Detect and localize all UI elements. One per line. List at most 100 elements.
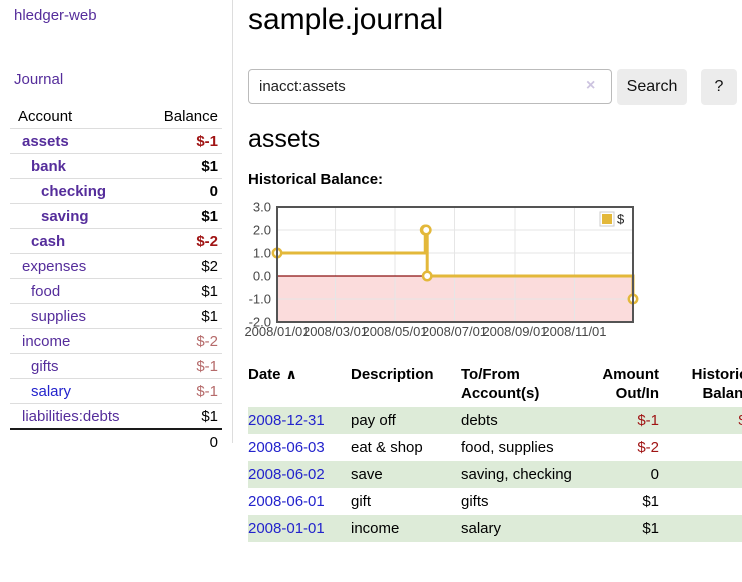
transaction-date-cell: 2008-12-31 <box>248 407 351 434</box>
register-row: 2008-06-03 eat & shopfood, supplies$-20 <box>248 434 742 461</box>
register-row: 2008-12-31pay offdebts$-1$-1 <box>248 407 742 434</box>
account-row: supplies $1 <box>10 303 222 328</box>
register-row: 2008-06-02 savesaving, checking0$2 <box>248 461 742 488</box>
register-header-row: Date∧ Description To/From Account(s) Amo… <box>248 362 742 407</box>
account-balance: $2 <box>201 257 222 276</box>
transaction-balance-cell: $-1 <box>665 407 742 434</box>
transaction-date-cell: 2008-06-02 <box>248 461 351 488</box>
account-row: checking 0 <box>10 178 222 203</box>
search-input[interactable] <box>248 69 612 104</box>
transaction-amount-cell: $-2 <box>579 434 665 461</box>
account-link[interactable]: liabilities:debts <box>10 407 120 426</box>
account-balance: $1 <box>201 407 222 426</box>
page-title: sample.journal <box>248 2 443 38</box>
account-balance: $1 <box>201 282 222 301</box>
account-balance: $-2 <box>196 232 222 251</box>
transaction-date-link[interactable]: 2008-06-02 <box>248 466 325 483</box>
transaction-description-cell: save <box>351 461 461 488</box>
clear-search-icon[interactable]: × <box>586 77 595 95</box>
account-link[interactable]: bank <box>10 157 66 176</box>
transaction-amount-cell: $1 <box>579 488 665 515</box>
svg-text:2008/01/01: 2008/01/01 <box>244 324 309 339</box>
account-balance: $-1 <box>196 382 222 401</box>
transaction-balance-cell: 0 <box>665 434 742 461</box>
account-row: expenses $2 <box>10 253 222 278</box>
sidebar-item-journal[interactable]: Journal <box>14 71 63 88</box>
account-heading: assets <box>248 124 320 154</box>
svg-text:2.0: 2.0 <box>253 223 271 238</box>
accounts-total-row: 0 <box>10 428 222 454</box>
account-row: cash $-2 <box>10 228 222 253</box>
register-row: 2008-01-01incomesalary$1$1 <box>248 515 742 542</box>
transaction-date-cell: 2008-06-03 <box>248 434 351 461</box>
svg-text:0.0: 0.0 <box>253 269 271 284</box>
account-balance: $1 <box>201 157 222 176</box>
register-header-date[interactable]: Date∧ <box>248 362 351 407</box>
account-link[interactable]: supplies <box>10 307 86 326</box>
sidebar: hledger-web Journal Account Balance asse… <box>0 0 233 443</box>
account-link[interactable]: checking <box>10 182 106 201</box>
account-row: assets $-1 <box>10 128 222 153</box>
account-link[interactable]: food <box>10 282 60 301</box>
transaction-date-link[interactable]: 2008-06-01 <box>248 493 325 510</box>
account-link[interactable]: expenses <box>10 257 86 276</box>
transaction-date-link[interactable]: 2008-06-03 <box>248 439 325 456</box>
transaction-balance-cell: $2 <box>665 488 742 515</box>
account-balance: $-1 <box>196 132 222 151</box>
transaction-date-cell: 2008-06-01 <box>248 488 351 515</box>
account-link[interactable]: assets <box>10 132 69 151</box>
account-column-header: Account <box>10 107 72 126</box>
transaction-amount-cell: $-1 <box>579 407 665 434</box>
account-balance: $-1 <box>196 357 222 376</box>
transaction-date-link[interactable]: 2008-12-31 <box>248 412 325 429</box>
search-button[interactable]: Search <box>617 69 687 105</box>
svg-text:3.0: 3.0 <box>253 200 271 215</box>
chart-title: Historical Balance: <box>248 171 383 188</box>
help-button[interactable]: ? <box>701 69 737 105</box>
account-link[interactable]: income <box>10 332 70 351</box>
account-link[interactable]: cash <box>10 232 65 251</box>
account-link[interactable]: saving <box>10 207 89 226</box>
balance-chart: $3.02.01.00.0-1.0-2.02008/01/012008/03/0… <box>240 196 742 346</box>
account-row: bank $1 <box>10 153 222 178</box>
account-row: salary $-1 <box>10 378 222 403</box>
transaction-accounts-cell: debts <box>461 407 579 434</box>
sort-asc-icon: ∧ <box>286 366 297 382</box>
account-balance: $-2 <box>196 332 222 351</box>
account-row: food $1 <box>10 278 222 303</box>
svg-text:$: $ <box>617 212 625 227</box>
transaction-accounts-cell: food, supplies <box>461 434 579 461</box>
register-row: 2008-06-01giftgifts$1$2 <box>248 488 742 515</box>
transaction-accounts-cell: salary <box>461 515 579 542</box>
account-balance: 0 <box>210 182 222 201</box>
svg-text:2008/07/01: 2008/07/01 <box>422 324 487 339</box>
register-header-balance: Historical Balance <box>665 362 742 407</box>
transaction-balance-cell: $2 <box>665 461 742 488</box>
register-header-amount: Amount Out/In <box>579 362 665 407</box>
account-balance: $1 <box>201 207 222 226</box>
transaction-description-cell: eat & shop <box>351 434 461 461</box>
transaction-amount-cell: 0 <box>579 461 665 488</box>
transaction-accounts-cell: saving, checking <box>461 461 579 488</box>
svg-text:2008/11/01: 2008/11/01 <box>542 324 606 339</box>
svg-text:2008/05/01: 2008/05/01 <box>362 324 427 339</box>
transaction-date-cell: 2008-01-01 <box>248 515 351 542</box>
transaction-amount-cell: $1 <box>579 515 665 542</box>
account-row: gifts $-1 <box>10 353 222 378</box>
svg-text:2008/09/01: 2008/09/01 <box>482 324 547 339</box>
balance-column-header: Balance <box>164 107 222 126</box>
transaction-balance-cell: $1 <box>665 515 742 542</box>
account-row: saving $1 <box>10 203 222 228</box>
svg-text:2008/03/01: 2008/03/01 <box>303 324 368 339</box>
svg-text:-1.0: -1.0 <box>249 292 271 307</box>
account-link[interactable]: gifts <box>10 357 59 376</box>
account-link[interactable]: salary <box>10 382 71 401</box>
svg-text:1.0: 1.0 <box>253 246 271 261</box>
transaction-date-link[interactable]: 2008-01-01 <box>248 520 325 537</box>
transaction-description-cell: income <box>351 515 461 542</box>
transaction-description-cell: gift <box>351 488 461 515</box>
app-title-link[interactable]: hledger-web <box>14 7 97 24</box>
accounts-table-header: Account Balance <box>10 104 222 128</box>
account-balance: $1 <box>201 307 222 326</box>
accounts-table: Account Balance assets $-1 bank $1 checking 0… <box>10 104 222 454</box>
